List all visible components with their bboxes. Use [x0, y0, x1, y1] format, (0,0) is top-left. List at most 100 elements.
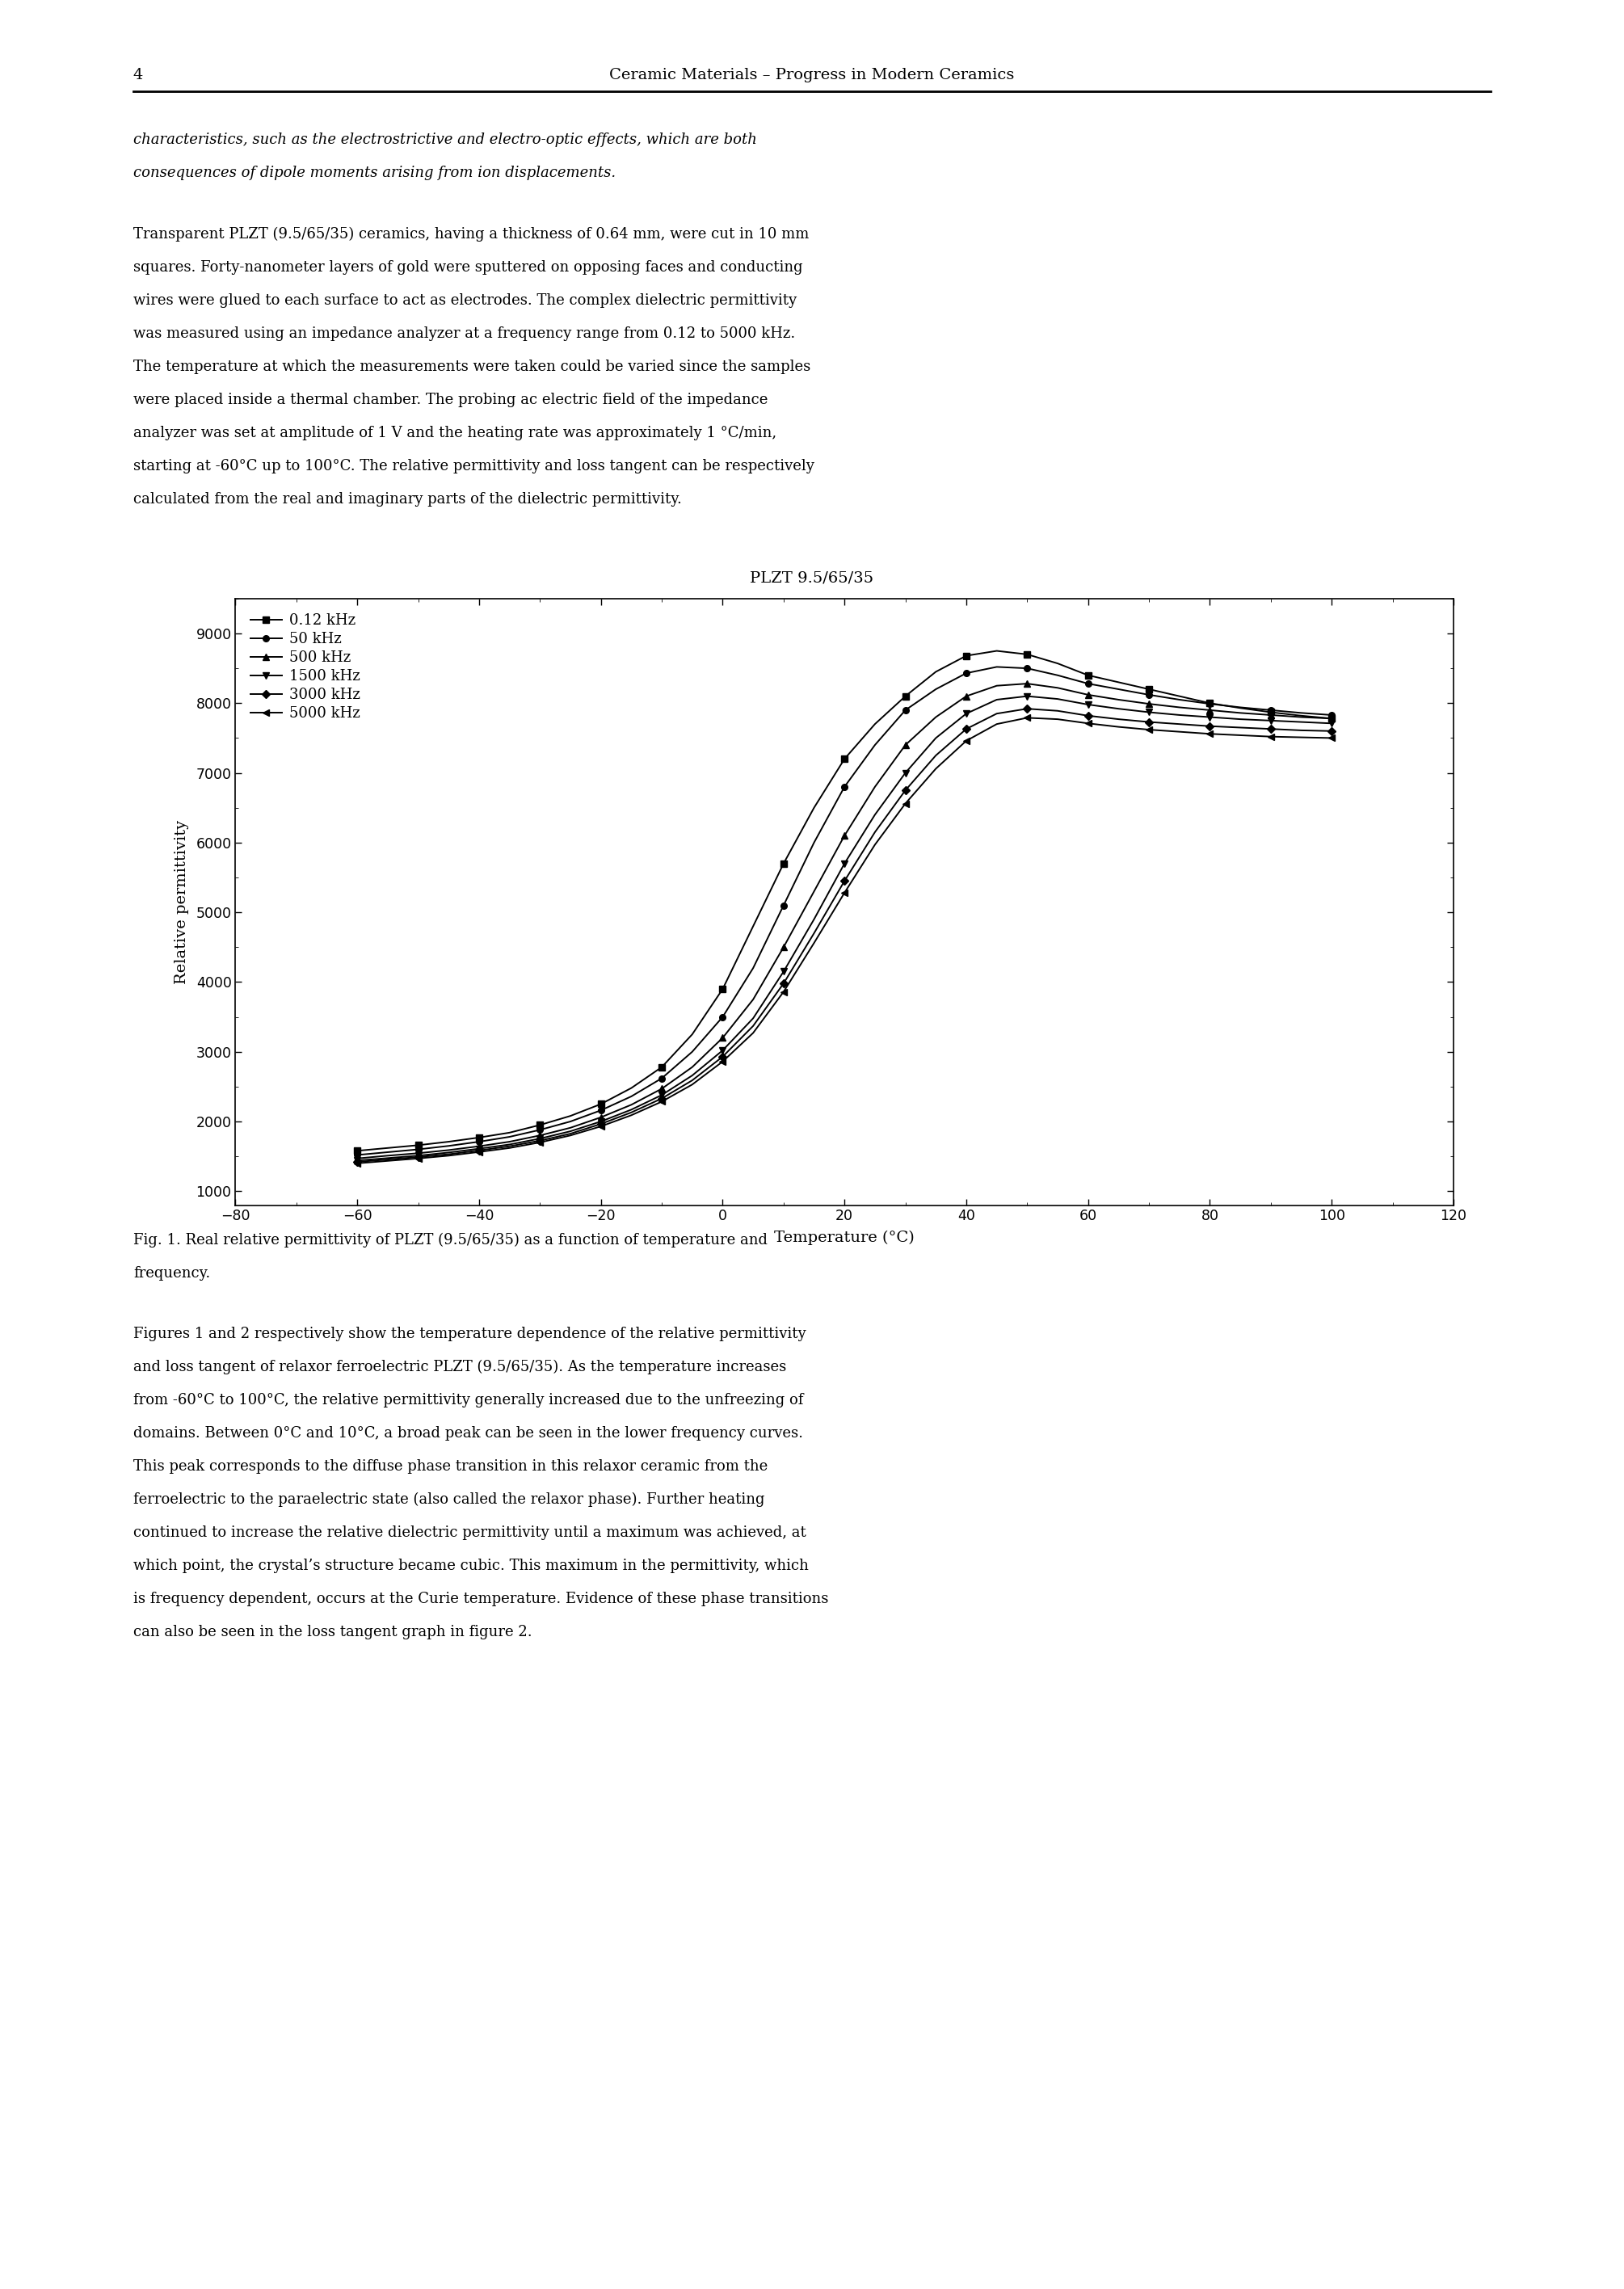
- 50 kHz: [1322, 700, 1341, 728]
- 1500 kHz: [713, 1037, 732, 1064]
- Text: 4: 4: [133, 69, 143, 82]
- 500 kHz: [469, 1133, 489, 1161]
- 5000 kHz: [378, 1147, 398, 1174]
- 0.12 kHz: [622, 1074, 641, 1101]
- Legend: 0.12 kHz, 50 kHz, 500 kHz, 1500 kHz, 3000 kHz, 5000 kHz: 0.12 kHz, 50 kHz, 500 kHz, 1500 kHz, 300…: [242, 607, 367, 728]
- 500 kHz: [1078, 682, 1098, 710]
- 50 kHz: [1262, 696, 1281, 723]
- 5000 kHz: [348, 1149, 367, 1177]
- 50 kHz: [1231, 694, 1250, 721]
- 3000 kHz: [987, 700, 1007, 728]
- 500 kHz: [560, 1115, 580, 1142]
- 500 kHz: [438, 1135, 458, 1163]
- Text: characteristics, such as the electrostrictive and electro-optic effects, which a: characteristics, such as the electrostri…: [133, 133, 757, 146]
- 1500 kHz: [1262, 707, 1281, 735]
- 50 kHz: [896, 696, 916, 723]
- Text: Transparent PLZT (9.5/65/35) ceramics, having a thickness of 0.64 mm, were cut i: Transparent PLZT (9.5/65/35) ceramics, h…: [133, 227, 809, 240]
- 50 kHz: [987, 652, 1007, 680]
- 500 kHz: [773, 934, 793, 961]
- 5000 kHz: [773, 977, 793, 1005]
- 3000 kHz: [500, 1133, 520, 1161]
- 1500 kHz: [926, 723, 945, 751]
- 500 kHz: [1291, 703, 1311, 730]
- 5000 kHz: [1291, 723, 1311, 751]
- 3000 kHz: [378, 1147, 398, 1174]
- 1500 kHz: [835, 849, 854, 877]
- 500 kHz: [529, 1122, 549, 1149]
- 0.12 kHz: [1322, 705, 1341, 732]
- 0.12 kHz: [896, 682, 916, 710]
- 0.12 kHz: [866, 710, 885, 737]
- 500 kHz: [1231, 698, 1250, 726]
- 500 kHz: [1109, 687, 1129, 714]
- 500 kHz: [348, 1144, 367, 1172]
- 0.12 kHz: [529, 1110, 549, 1138]
- 50 kHz: [409, 1135, 429, 1163]
- 500 kHz: [1200, 696, 1220, 723]
- 5000 kHz: [987, 710, 1007, 737]
- 0.12 kHz: [1262, 698, 1281, 726]
- Line: 1500 kHz: 1500 kHz: [354, 694, 1335, 1163]
- 3000 kHz: [1078, 703, 1098, 730]
- 50 kHz: [713, 1003, 732, 1030]
- 0.12 kHz: [682, 1021, 702, 1048]
- 50 kHz: [1109, 675, 1129, 703]
- 5000 kHz: [651, 1087, 672, 1115]
- 0.12 kHz: [1200, 689, 1220, 716]
- 50 kHz: [1017, 655, 1036, 682]
- Line: 50 kHz: 50 kHz: [354, 664, 1335, 1158]
- 5000 kHz: [957, 728, 976, 755]
- 1500 kHz: [1169, 700, 1189, 728]
- 1500 kHz: [1291, 707, 1311, 735]
- 5000 kHz: [1078, 710, 1098, 737]
- 50 kHz: [1169, 687, 1189, 714]
- 500 kHz: [591, 1103, 611, 1131]
- 3000 kHz: [348, 1149, 367, 1177]
- 50 kHz: [866, 730, 885, 758]
- 1500 kHz: [438, 1140, 458, 1167]
- 3000 kHz: [773, 971, 793, 998]
- 0.12 kHz: [835, 746, 854, 774]
- 500 kHz: [957, 682, 976, 710]
- 50 kHz: [773, 893, 793, 920]
- 3000 kHz: [866, 819, 885, 847]
- Line: 500 kHz: 500 kHz: [354, 680, 1335, 1161]
- 500 kHz: [1169, 694, 1189, 721]
- Text: squares. Forty-nanometer layers of gold were sputtered on opposing faces and con: squares. Forty-nanometer layers of gold …: [133, 261, 802, 275]
- 50 kHz: [622, 1083, 641, 1110]
- 3000 kHz: [1262, 714, 1281, 742]
- 50 kHz: [926, 675, 945, 703]
- 1500 kHz: [1200, 703, 1220, 730]
- Text: were placed inside a thermal chamber. The probing ac electric field of the imped: were placed inside a thermal chamber. Th…: [133, 394, 768, 407]
- 50 kHz: [378, 1138, 398, 1165]
- 50 kHz: [1291, 698, 1311, 726]
- Text: which point, the crystal’s structure became cubic. This maximum in the permittiv: which point, the crystal’s structure bec…: [133, 1559, 809, 1573]
- 3000 kHz: [1140, 707, 1160, 735]
- 50 kHz: [469, 1128, 489, 1156]
- 1500 kHz: [866, 801, 885, 829]
- 0.12 kHz: [1231, 694, 1250, 721]
- 5000 kHz: [682, 1071, 702, 1099]
- 1500 kHz: [560, 1117, 580, 1144]
- 1500 kHz: [773, 957, 793, 984]
- Text: wires were glued to each surface to act as electrodes. The complex dielectric pe: wires were glued to each surface to act …: [133, 293, 797, 307]
- 500 kHz: [744, 987, 763, 1014]
- 1500 kHz: [529, 1124, 549, 1151]
- 3000 kHz: [1109, 705, 1129, 732]
- 1500 kHz: [1078, 691, 1098, 719]
- 0.12 kHz: [987, 636, 1007, 664]
- Text: continued to increase the relative dielectric permittivity until a maximum was a: continued to increase the relative diele…: [133, 1527, 806, 1540]
- 50 kHz: [804, 829, 823, 856]
- 3000 kHz: [1047, 698, 1067, 726]
- 500 kHz: [1322, 705, 1341, 732]
- 5000 kHz: [1169, 719, 1189, 746]
- 5000 kHz: [1140, 716, 1160, 744]
- 3000 kHz: [804, 920, 823, 948]
- 50 kHz: [1047, 662, 1067, 689]
- 50 kHz: [560, 1108, 580, 1135]
- 5000 kHz: [469, 1138, 489, 1165]
- 500 kHz: [1262, 700, 1281, 728]
- X-axis label: Temperature (°C): Temperature (°C): [775, 1231, 914, 1245]
- 3000 kHz: [591, 1110, 611, 1138]
- 0.12 kHz: [591, 1090, 611, 1117]
